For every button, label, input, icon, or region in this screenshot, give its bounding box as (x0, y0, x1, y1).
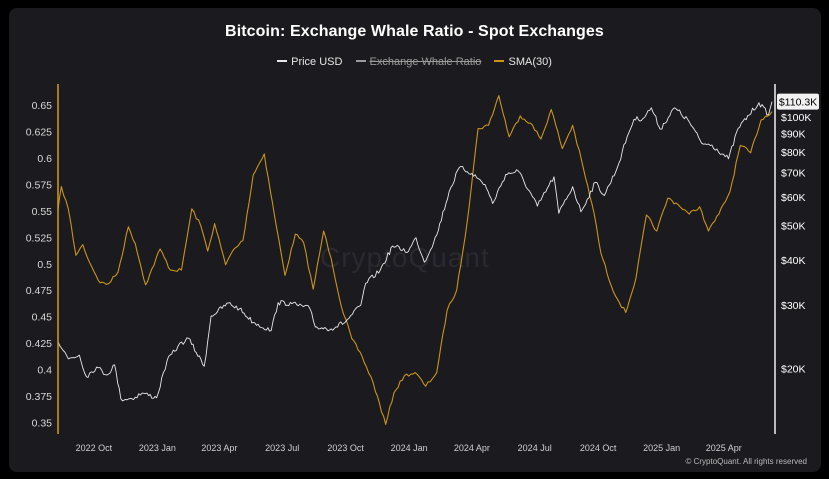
sma-series-line (57, 95, 773, 425)
copyright-notice: © CryptoQuant. All rights reserved (685, 457, 808, 466)
y-left-tick-label: 0.475 (26, 285, 52, 297)
y-left-tick-label: 0.6 (37, 153, 52, 165)
x-tick-label: 2025 Jan (643, 443, 680, 453)
y-right-tick-label: $60K (781, 192, 806, 204)
y-right-tick-label: $70K (781, 168, 806, 180)
x-tick-label: 2025 Apr (706, 443, 742, 453)
y-left-tick-label: 0.375 (26, 391, 52, 403)
legend-label-whale-ratio: Exchange Whale Ratio (369, 56, 482, 69)
legend-item-whale-ratio[interactable]: Exchange Whale Ratio (355, 56, 482, 69)
x-tick-label: 2024 Jul (518, 443, 552, 453)
legend-swatch-price (277, 60, 288, 63)
legend-label-sma: SMA(30) (508, 56, 552, 69)
y-right-tick-label: $100K (781, 112, 811, 124)
y-left-tick-label: 0.425 (26, 338, 52, 350)
y-left-tick-label: 0.5 (37, 259, 52, 271)
current-price-label: $110.3K (779, 97, 817, 109)
chart-title: Bitcoin: Exchange Whale Ratio - Spot Exc… (225, 23, 604, 40)
x-tick-label: 2022 Oct (76, 443, 113, 453)
y-left-tick-label: 0.625 (26, 127, 52, 139)
legend-swatch-whale-ratio (355, 60, 366, 63)
y-left-tick-label: 0.65 (32, 100, 53, 112)
x-tick-label: 2023 Apr (201, 443, 237, 453)
chart-panel (9, 8, 821, 472)
y-left-tick-label: 0.525 (26, 232, 52, 244)
legend-swatch-sma (494, 60, 505, 63)
legend: Price USD Exchange Whale Ratio SMA(30) (0, 56, 829, 68)
current-price-badge (777, 93, 819, 110)
legend-item-price[interactable]: Price USD (277, 56, 342, 68)
x-tick-label: 2023 Jan (139, 443, 176, 453)
y-right-tick-label: $90K (781, 128, 806, 140)
y-left-tick-label: 0.55 (32, 206, 53, 218)
y-left-tick-label: 0.575 (26, 180, 52, 192)
x-tick-label: 2023 Jul (265, 443, 299, 453)
legend-label-price: Price USD (291, 56, 343, 69)
y-right-tick-label: $30K (781, 300, 806, 312)
y-left-tick-label: 0.4 (37, 364, 52, 376)
x-tick-label: 2023 Oct (327, 443, 364, 453)
x-tick-label: 2024 Oct (580, 443, 617, 453)
price-series-line (57, 101, 773, 402)
x-tick-label: 2024 Jan (391, 443, 428, 453)
y-right-tick-label: $80K (781, 147, 806, 159)
y-left-tick-label: 0.35 (32, 417, 53, 429)
x-tick-label: 2024 Apr (454, 443, 490, 453)
y-right-tick-label: $20K (781, 364, 806, 376)
legend-item-sma[interactable]: SMA(30) (494, 56, 552, 69)
y-right-tick-label: $40K (781, 255, 806, 267)
y-right-tick-label: $50K (781, 220, 806, 232)
y-left-tick-label: 0.45 (32, 312, 53, 324)
